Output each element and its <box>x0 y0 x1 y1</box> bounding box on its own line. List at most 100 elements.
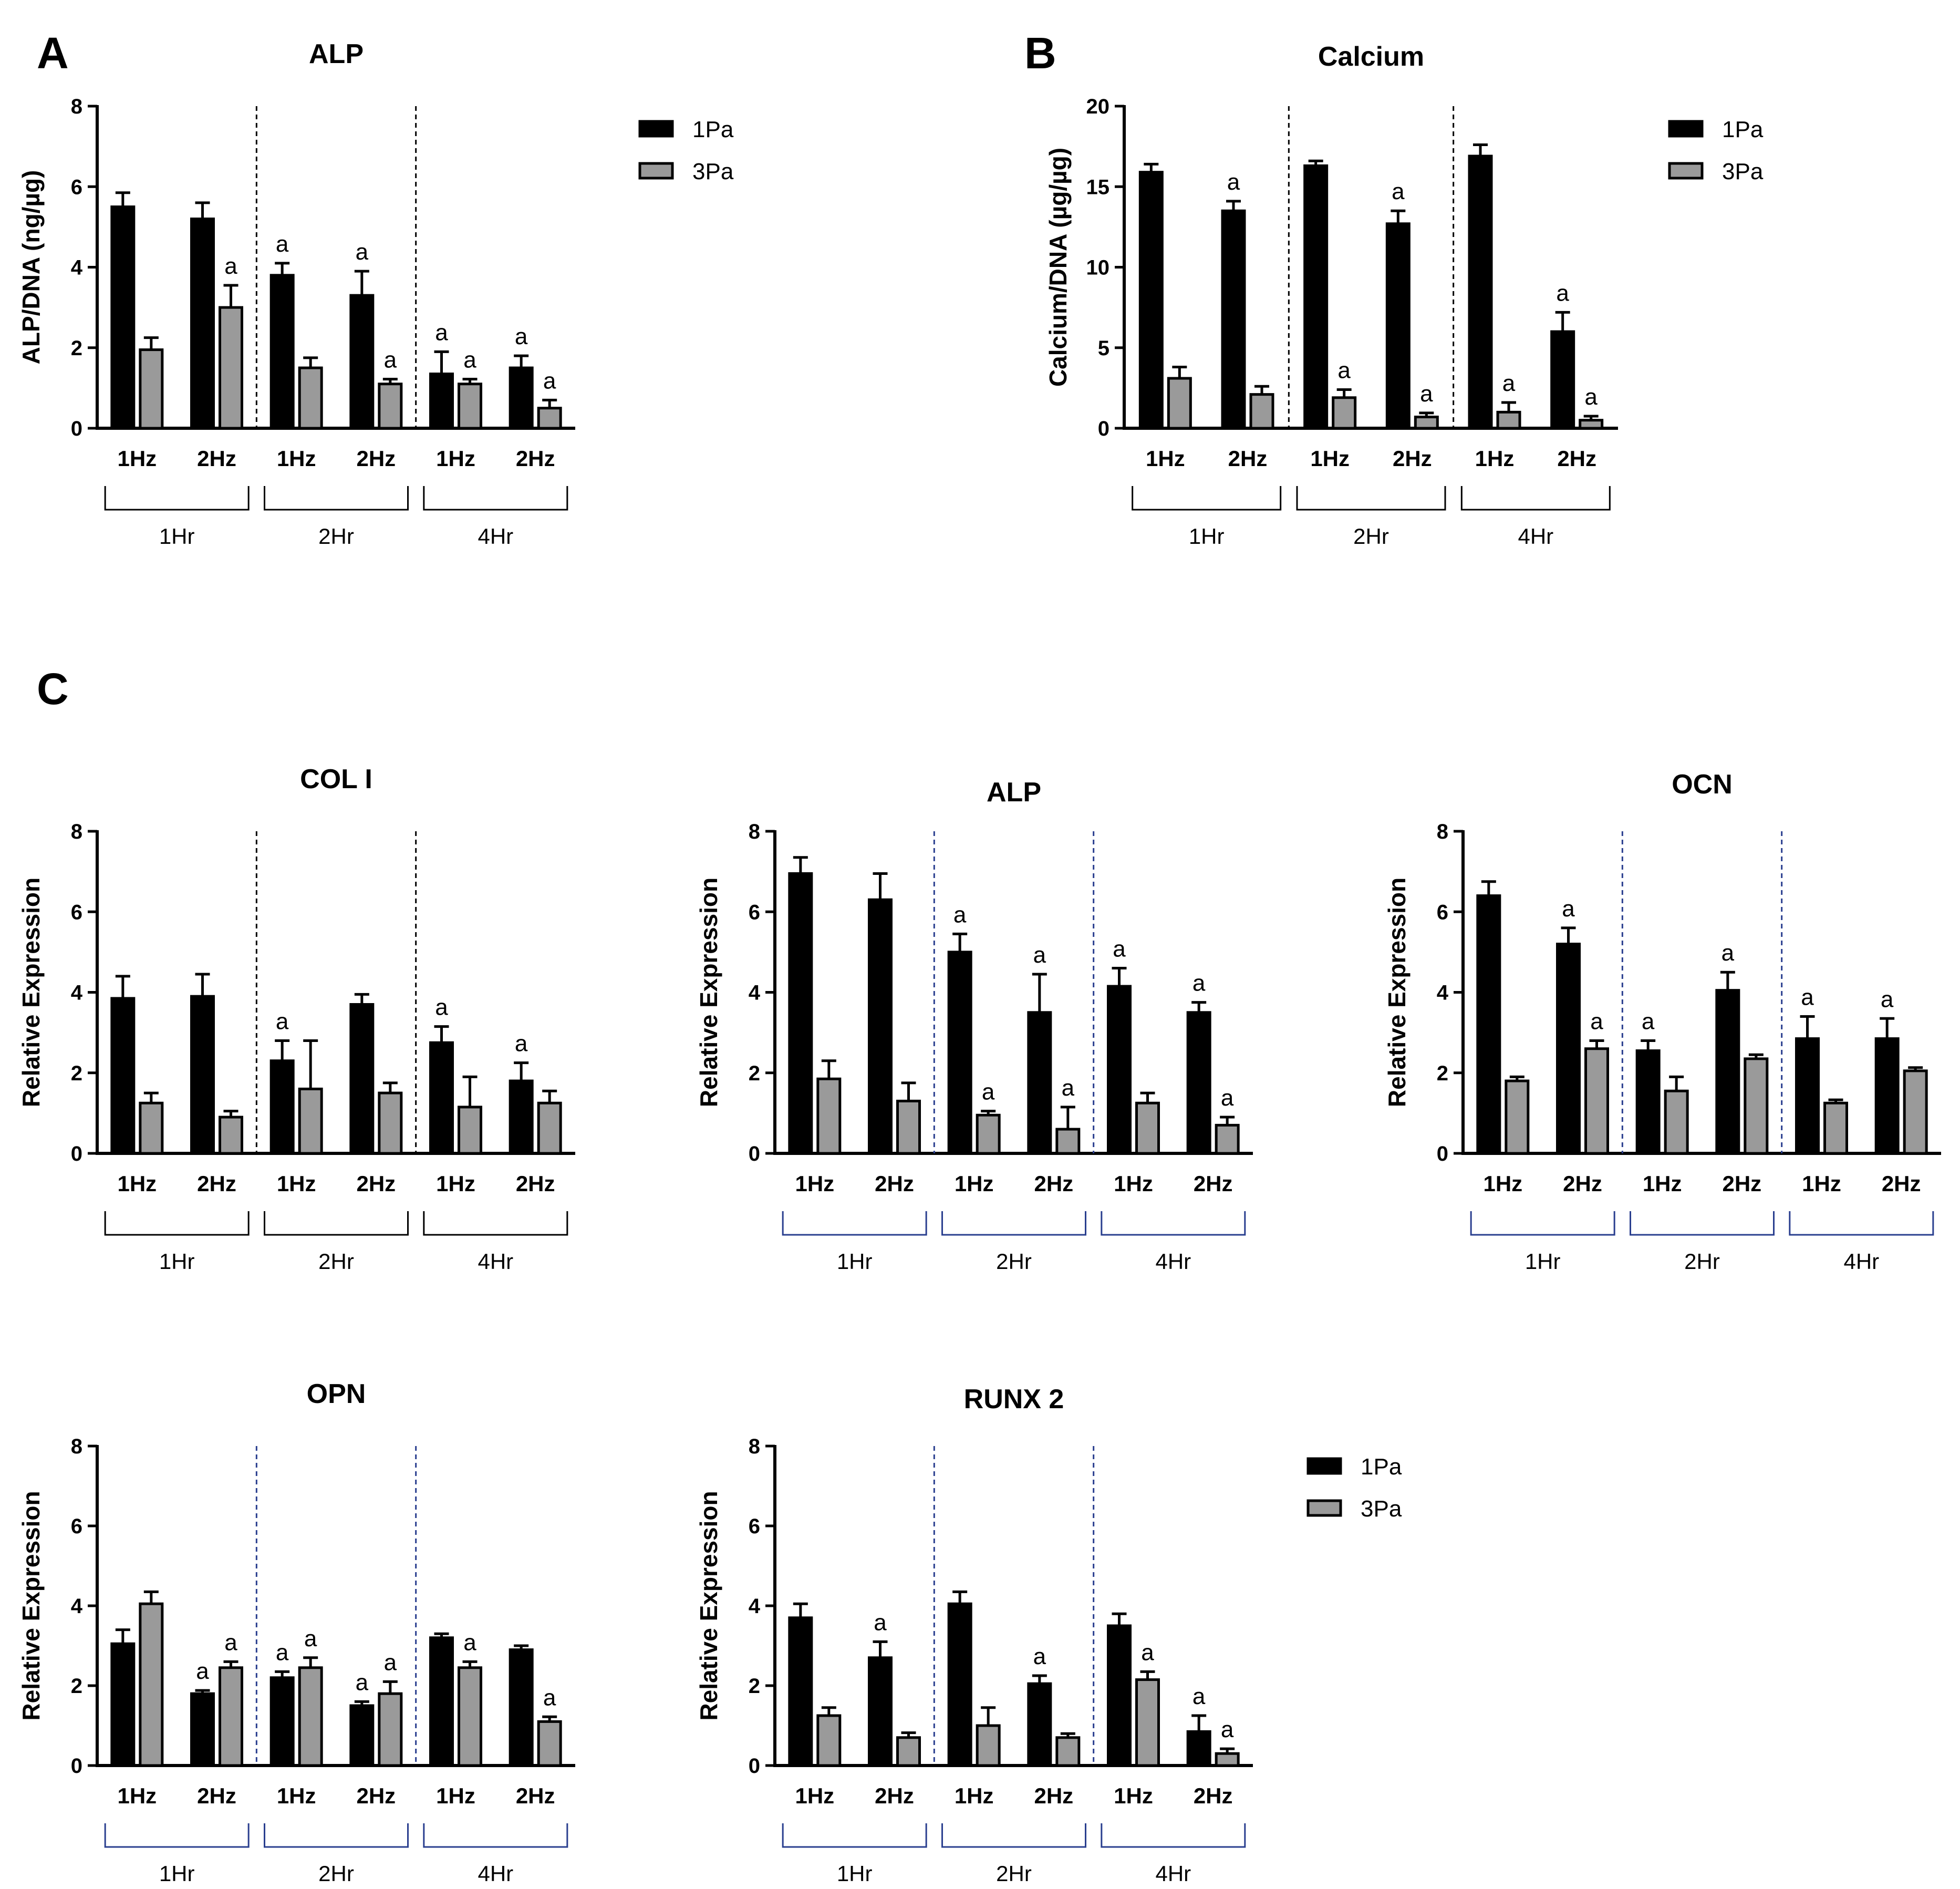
significance-label: a <box>1227 169 1240 195</box>
y-tick-label: 15 <box>1086 176 1110 199</box>
y-tick-label: 4 <box>749 982 761 1005</box>
legend-swatch <box>1306 1457 1342 1475</box>
group-label: 4Hr <box>1518 524 1553 549</box>
x-tick-label: 1Hz <box>1310 446 1350 471</box>
bar-3pa <box>1332 396 1357 430</box>
group-bracket <box>104 1211 250 1236</box>
significance-label: a <box>1420 381 1433 407</box>
significance-label: a <box>1192 971 1206 996</box>
significance-label: a <box>276 1639 289 1665</box>
x-tick-label: 2Hz <box>516 1783 555 1808</box>
significance-label: a <box>304 1626 317 1651</box>
bar-1pa <box>429 1041 454 1155</box>
bar-1pa <box>429 373 454 430</box>
bar-3pa <box>139 1101 164 1155</box>
x-tick-label: 1Hz <box>955 1171 994 1196</box>
group-bracket <box>423 486 568 511</box>
bar-3pa <box>139 1602 164 1767</box>
y-tick-label: 0 <box>1098 417 1109 440</box>
bar-3pa <box>976 1724 1001 1767</box>
y-axis-label: Relative Expression <box>1383 878 1411 1107</box>
bar-1pa <box>1795 1037 1820 1155</box>
y-tick-label: 0 <box>1437 1142 1448 1165</box>
legend-label: 1Pa <box>1722 117 1764 142</box>
y-tick-label: 2 <box>749 1675 760 1698</box>
bar-1pa <box>1635 1049 1661 1155</box>
bar-1pa <box>1550 330 1575 430</box>
x-tick-label: 2Hz <box>356 1783 396 1808</box>
group-bracket <box>264 486 409 511</box>
bar-3pa <box>219 1116 243 1155</box>
x-tick-label: 1Hz <box>1643 1171 1682 1196</box>
legend-label: 1Pa <box>1361 1454 1402 1480</box>
significance-label: a <box>1221 1085 1234 1111</box>
bar-1pa <box>190 1692 215 1767</box>
y-tick-label: 0 <box>71 1142 82 1165</box>
bar-3pa <box>219 1666 243 1767</box>
y-tick-label: 4 <box>71 256 83 280</box>
significance-label: a <box>953 902 967 927</box>
y-tick-label: 6 <box>71 901 82 924</box>
bar-3pa <box>1505 1079 1530 1155</box>
y-tick-label: 2 <box>71 337 82 360</box>
significance-label: a <box>1881 986 1894 1012</box>
y-tick-label: 0 <box>749 1754 760 1778</box>
bar-1pa <box>110 205 136 430</box>
bar-1pa <box>947 951 972 1155</box>
bar-1pa <box>1303 164 1329 430</box>
y-tick-label: 4 <box>749 1595 761 1618</box>
x-tick-label: 2Hz <box>197 446 236 471</box>
significance-label: a <box>982 1079 995 1105</box>
bar-1pa <box>349 1003 375 1155</box>
bar-1pa <box>1385 222 1411 430</box>
bar-3pa <box>298 366 323 430</box>
group-label: 1Hr <box>159 524 195 549</box>
significance-label: a <box>543 1685 556 1710</box>
chart-title: ALP <box>309 39 364 69</box>
bar-3pa <box>378 1692 403 1767</box>
group-label: 2Hr <box>1684 1249 1720 1274</box>
group-label: 2Hr <box>318 524 354 549</box>
bar-3pa <box>1135 1101 1160 1155</box>
significance-label: a <box>463 1629 476 1655</box>
bar-1pa <box>509 366 534 430</box>
x-tick-label: 2Hz <box>356 1171 396 1196</box>
y-tick-label: 2 <box>749 1062 760 1085</box>
significance-label: a <box>1801 984 1814 1010</box>
bar-1pa <box>1186 1011 1211 1155</box>
y-axis-label: Relative Expression <box>17 1491 45 1720</box>
bar-3pa <box>1744 1057 1769 1155</box>
group-label: 1Hr <box>1525 1249 1561 1274</box>
significance-label: a <box>435 319 448 345</box>
y-tick-label: 0 <box>71 417 82 440</box>
x-tick-label: 2Hz <box>197 1783 236 1808</box>
group-bracket <box>1296 486 1446 511</box>
y-tick-label: 2 <box>1437 1062 1448 1085</box>
y-tick-label: 6 <box>749 1515 760 1538</box>
group-bracket <box>104 1823 250 1848</box>
x-tick-label: 2Hz <box>1557 446 1596 471</box>
significance-label: a <box>1337 357 1351 383</box>
bar-3pa <box>298 1087 323 1155</box>
bar-3pa <box>976 1113 1001 1155</box>
group-bracket <box>1470 1211 1615 1236</box>
significance-label: a <box>463 347 476 373</box>
group-label: 2Hr <box>1353 524 1389 549</box>
group-label: 2Hr <box>996 1249 1032 1274</box>
significance-label: a <box>1033 1644 1046 1669</box>
x-tick-label: 2Hz <box>1034 1171 1073 1196</box>
x-tick-label: 1Hz <box>277 446 316 471</box>
x-tick-label: 1Hz <box>436 1783 475 1808</box>
legend-label: 3Pa <box>1361 1496 1402 1522</box>
significance-label: a <box>1722 940 1735 966</box>
x-tick-label: 1Hz <box>1475 446 1515 471</box>
x-tick-label: 2Hz <box>1882 1171 1921 1196</box>
y-tick-label: 6 <box>71 176 82 199</box>
y-tick-label: 6 <box>71 1515 82 1538</box>
x-tick-label: 2Hz <box>516 446 555 471</box>
x-tick-label: 2Hz <box>875 1171 914 1196</box>
significance-label: a <box>515 324 528 349</box>
bar-3pa <box>1249 393 1274 430</box>
panel-letter-c: C <box>37 664 69 714</box>
bar-1pa <box>1138 171 1164 430</box>
